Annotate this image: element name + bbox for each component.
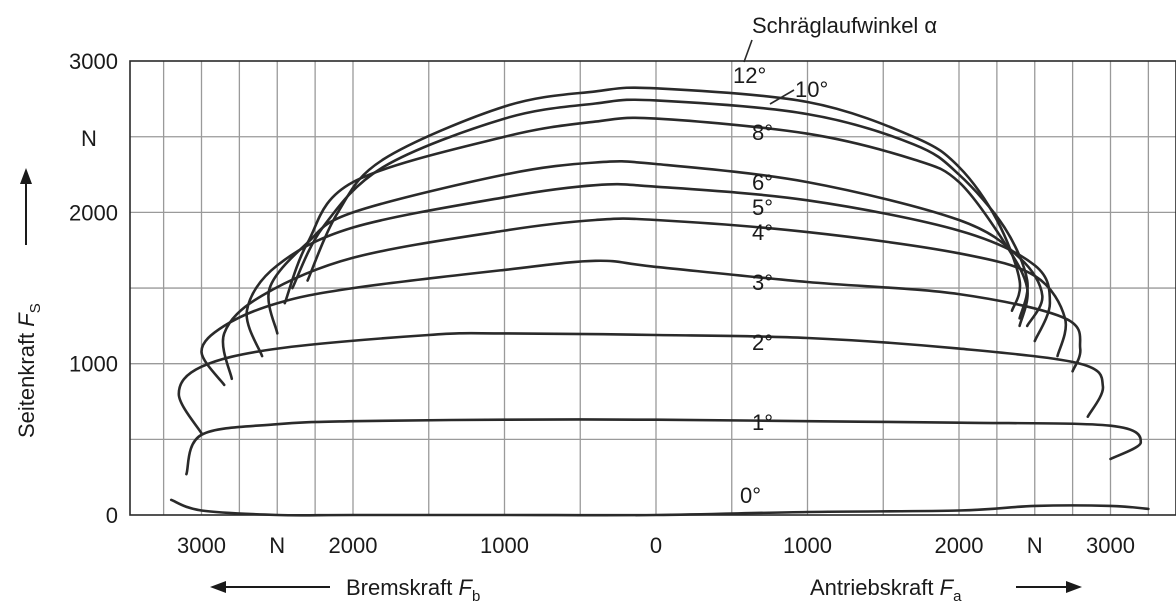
x-tick-labels: 3000 N 2000 1000 0 1000 2000 N 3000 bbox=[177, 533, 1135, 558]
curve-5deg bbox=[245, 182, 1052, 358]
x-tick-label: 3000 bbox=[177, 533, 226, 558]
parameter-leader bbox=[743, 39, 753, 63]
y-tick-label: 3000 bbox=[69, 49, 118, 74]
drive-arrow-head bbox=[1066, 581, 1082, 593]
curve-label-5deg: 5° bbox=[752, 195, 773, 220]
curve-label-8deg: 8° bbox=[752, 120, 773, 145]
x-axis-left-title: Bremskraft Fb bbox=[346, 575, 480, 605]
curve-2deg bbox=[177, 331, 1105, 435]
curve-12deg bbox=[306, 86, 1022, 312]
x-tick-label: 2000 bbox=[935, 533, 984, 558]
label-leader bbox=[769, 89, 795, 105]
y-axis-subscript: S bbox=[27, 303, 44, 313]
curve-label-4deg: 4° bbox=[752, 220, 773, 245]
curve-10deg bbox=[291, 98, 1029, 320]
x-tick-label: 3000 bbox=[1086, 533, 1135, 558]
x-right-label-text: Antriebskraft bbox=[810, 575, 934, 600]
y-axis-arrow-head bbox=[20, 168, 32, 184]
svg-text:Seitenkraft FS: Seitenkraft FS bbox=[14, 303, 44, 438]
curve-8deg bbox=[283, 116, 1029, 328]
x-axis-right-title: Antriebskraft Fa bbox=[810, 575, 962, 605]
x-left-symbol: F bbox=[458, 575, 473, 600]
y-unit-label: N bbox=[81, 126, 97, 151]
y-axis-title: Seitenkraft FS bbox=[14, 303, 44, 438]
curve-label-2deg: 2° bbox=[752, 330, 773, 355]
curve-label-3deg: 3° bbox=[752, 270, 773, 295]
x-left-subscript: b bbox=[472, 588, 480, 605]
x-left-label-text: Bremskraft bbox=[346, 575, 452, 600]
y-tick-label: 2000 bbox=[69, 200, 118, 225]
curve-0deg bbox=[169, 498, 1150, 517]
y-axis-label-text: Seitenkraft bbox=[14, 333, 39, 438]
y-axis-symbol: F bbox=[14, 312, 39, 327]
x-tick-label: 1000 bbox=[480, 533, 529, 558]
x-tick-label: N bbox=[1027, 533, 1043, 558]
curve-label-6deg: 6° bbox=[752, 170, 773, 195]
x-tick-label: 1000 bbox=[783, 533, 832, 558]
label-leaders bbox=[769, 89, 795, 105]
curve-4deg bbox=[221, 217, 1068, 381]
curve-label-1deg: 1° bbox=[752, 410, 773, 435]
curve-label-12deg: 12° bbox=[733, 63, 766, 88]
x-tick-label: N bbox=[269, 533, 285, 558]
brake-arrow-head bbox=[210, 581, 226, 593]
curve-label-10deg: 10° bbox=[795, 77, 828, 102]
y-tick-label: 1000 bbox=[69, 352, 118, 377]
curve-label-0deg: 0° bbox=[740, 483, 761, 508]
curve-labels: 0° 1° 2° 3° 4°5°6° 8° 10° 12° bbox=[733, 63, 828, 508]
x-tick-label: 2000 bbox=[329, 533, 378, 558]
curve-3deg bbox=[200, 259, 1082, 387]
parameter-label: Schräglaufwinkel α bbox=[752, 13, 937, 38]
curve-1deg bbox=[185, 418, 1143, 476]
y-tick-labels: 0 1000 2000 3000 bbox=[69, 49, 118, 528]
grid bbox=[130, 61, 1176, 515]
y-tick-label: 0 bbox=[106, 503, 118, 528]
x-right-subscript: a bbox=[953, 588, 962, 605]
x-tick-label: 0 bbox=[650, 533, 662, 558]
x-right-symbol: F bbox=[940, 575, 955, 600]
curves bbox=[169, 86, 1150, 517]
